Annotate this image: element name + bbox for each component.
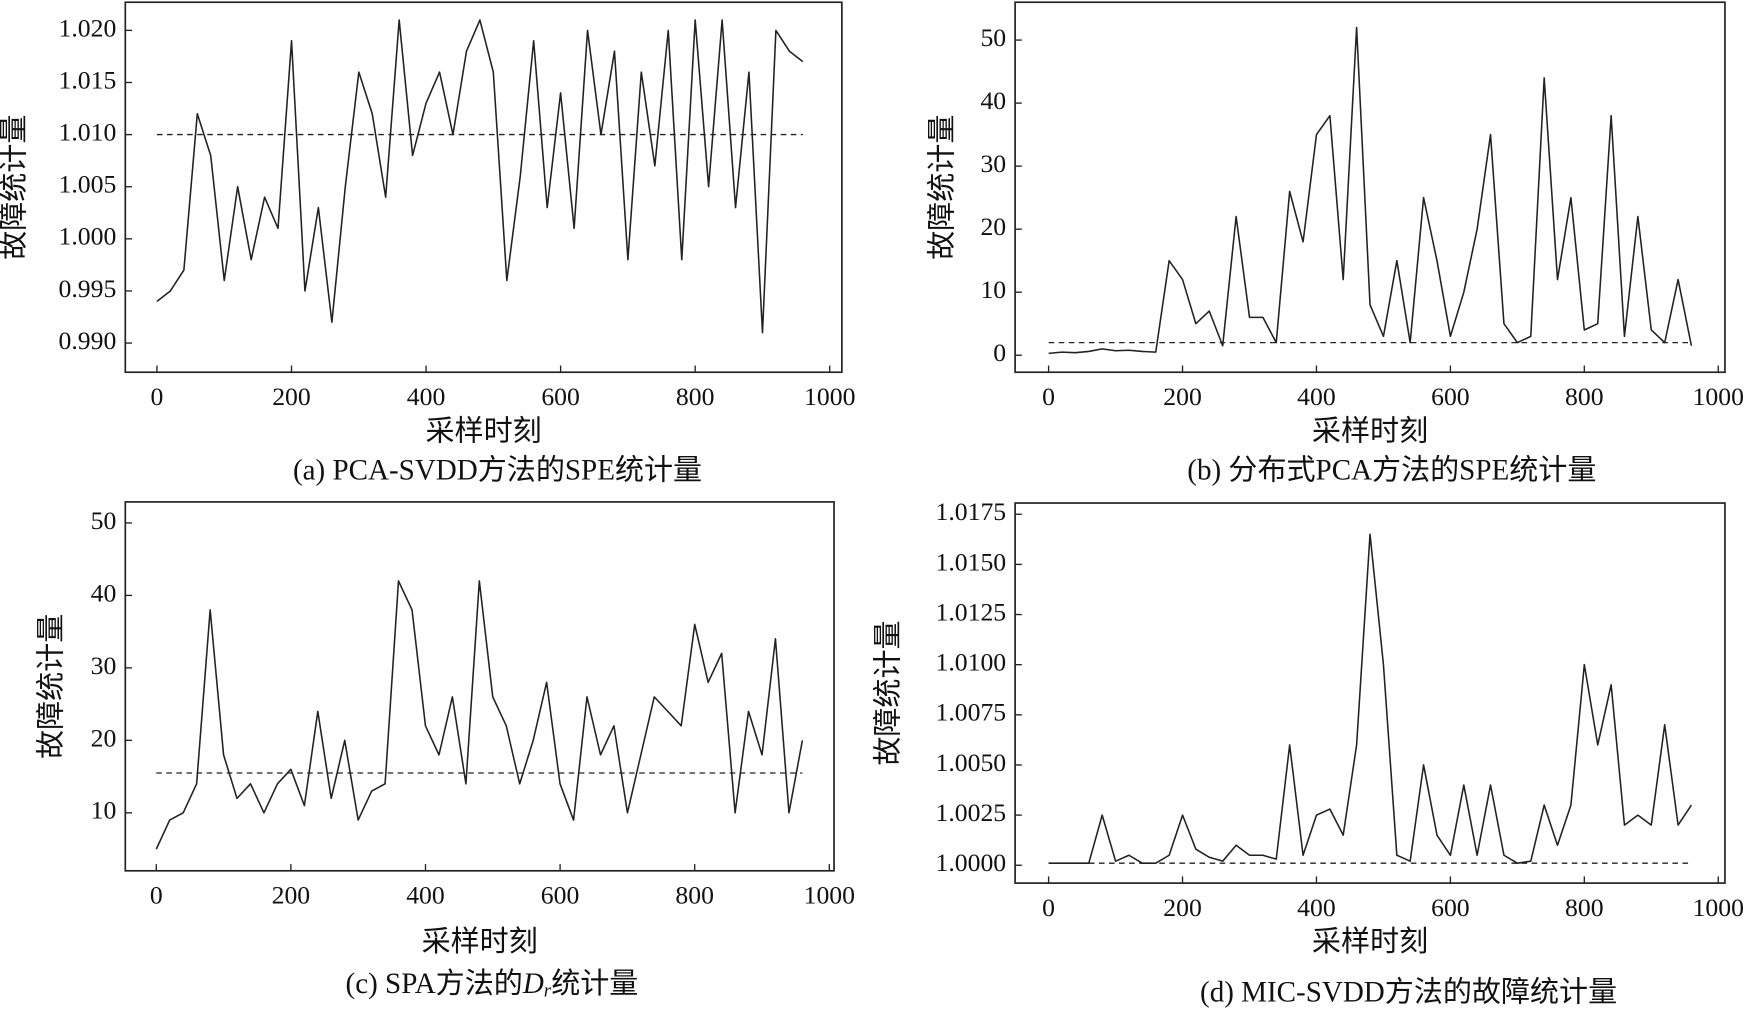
x-tick-label: 200 (1163, 893, 1202, 922)
y-axis-label: 故障统计量 (872, 620, 905, 765)
y-axis-label: 故障统计量 (925, 115, 958, 260)
caption-part: 统计量 (551, 967, 638, 1000)
x-tick-label: 600 (1431, 382, 1470, 411)
y-tick-label: 50 (980, 23, 1006, 52)
y-tick-label: 1.015 (59, 65, 117, 94)
caption: (a) PCA-SVDD方法的SPE统计量 (293, 454, 702, 487)
y-tick-label: 10 (980, 275, 1006, 304)
x-axis-label: 采样时刻 (1312, 925, 1428, 958)
y-tick-label: 0.995 (59, 274, 117, 303)
plot-frame (1014, 502, 1726, 884)
x-axis-label: 采样时刻 (422, 925, 538, 958)
x-tick-label: 0 (1042, 893, 1055, 922)
x-tick-label: 1000 (1693, 382, 1744, 411)
caption-part: D (522, 968, 544, 1000)
y-tick-label: 20 (980, 212, 1006, 241)
x-tick-label: 800 (676, 382, 715, 411)
x-tick-label: 800 (1565, 893, 1604, 922)
x-tick-label: 200 (272, 382, 311, 411)
x-tick-label: 0 (151, 382, 164, 411)
x-tick-label: 200 (272, 881, 311, 910)
y-tick-label: 40 (980, 86, 1006, 115)
y-tick-label: 10 (91, 796, 117, 825)
line-series (155, 580, 804, 850)
y-axis-label: 故障统计量 (0, 115, 31, 260)
caption-part: (c) SPA方法的 (346, 967, 523, 1000)
y-tick-label: 1.020 (59, 13, 117, 42)
y-tick-label: 1.0075 (935, 698, 1006, 727)
x-axis-label: 采样时刻 (1312, 414, 1428, 447)
y-tick-label: 30 (980, 149, 1006, 178)
y-tick-label: 1.0025 (935, 798, 1006, 827)
y-tick-label: 1.0125 (935, 597, 1006, 626)
x-tick-label: 600 (1431, 893, 1470, 922)
y-tick-label: 50 (91, 506, 117, 535)
y-tick-label: 1.0050 (935, 748, 1006, 777)
y-axis-label: 故障统计量 (34, 614, 67, 759)
x-tick-label: 400 (407, 382, 446, 411)
line-series (156, 19, 804, 334)
y-tick-label: 0.990 (59, 326, 117, 355)
y-tick-label: 40 (91, 578, 117, 607)
caption: (b) 分布式PCA方法的SPE统计量 (1187, 454, 1596, 487)
caption: (d) MIC-SVDD方法的故障统计量 (1200, 976, 1617, 1009)
y-tick-label: 1.005 (59, 170, 117, 199)
y-tick-label: 1.0000 (935, 848, 1006, 877)
y-tick-label: 20 (91, 723, 117, 752)
x-tick-label: 400 (406, 881, 445, 910)
x-tick-label: 400 (1297, 893, 1336, 922)
x-tick-label: 1000 (804, 382, 855, 411)
caption: (c) SPA方法的Dr统计量 (346, 967, 639, 1002)
x-tick-label: 400 (1297, 382, 1336, 411)
y-tick-label: 1.0150 (935, 547, 1006, 576)
line-series (1048, 533, 1693, 864)
x-tick-label: 600 (541, 881, 580, 910)
y-tick-label: 1.010 (59, 118, 117, 147)
x-tick-label: 600 (541, 382, 580, 411)
caption-part: r (544, 981, 552, 1002)
x-tick-label: 1000 (1693, 893, 1744, 922)
y-tick-label: 1.0175 (935, 497, 1006, 526)
x-tick-label: 800 (675, 881, 714, 910)
x-tick-label: 200 (1163, 382, 1202, 411)
x-tick-label: 0 (150, 881, 163, 910)
y-tick-label: 1.000 (59, 222, 117, 251)
x-axis-label: 采样时刻 (425, 414, 541, 447)
y-tick-label: 30 (91, 651, 117, 680)
plot-frame (1014, 1, 1726, 374)
x-tick-label: 0 (1042, 382, 1055, 411)
y-tick-label: 1.0100 (935, 648, 1006, 677)
plot-frame (124, 501, 835, 872)
line-series (1048, 26, 1693, 355)
y-tick-label: 0 (993, 338, 1006, 367)
x-tick-label: 800 (1565, 382, 1604, 411)
x-tick-label: 1000 (804, 881, 855, 910)
